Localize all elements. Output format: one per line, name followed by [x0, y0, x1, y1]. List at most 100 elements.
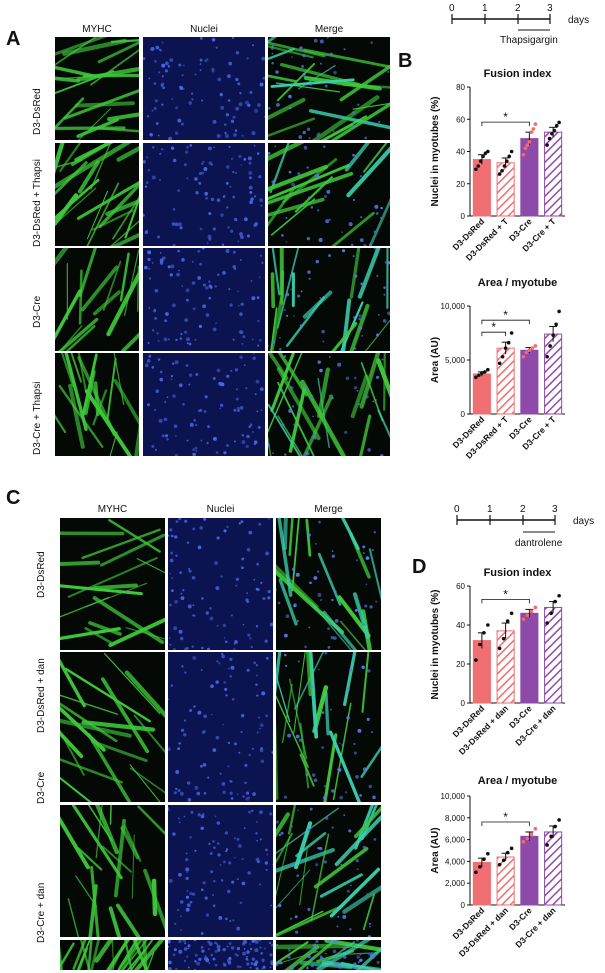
data-point: [478, 159, 483, 163]
micrograph-c-nuclei-3: [168, 805, 273, 937]
timeline-unit: days: [573, 516, 594, 527]
row-label-a3: D3-Cre: [32, 295, 43, 328]
bar-4: [544, 333, 563, 415]
chart-title: Fusion index: [484, 567, 553, 579]
y-tick-label: 10,000: [441, 792, 466, 801]
data-point: [505, 619, 510, 623]
data-point: [552, 128, 557, 133]
bar-2: [496, 162, 515, 217]
data-point: [507, 154, 512, 159]
data-point: [483, 370, 487, 374]
tick-label-1: 1: [482, 3, 488, 14]
data-point: [527, 140, 532, 144]
data-point: [521, 839, 526, 844]
micrograph-a-merge-4: [268, 353, 390, 456]
data-point: [503, 346, 508, 350]
data-point: [486, 149, 490, 154]
row-label-c4: D3-Cre + dan: [36, 882, 47, 943]
micrograph-c-merge-1: [276, 518, 381, 650]
tick-label-0: 0: [449, 3, 455, 14]
col-label-merge-a: Merge: [314, 24, 344, 35]
y-axis-label: Area (AU): [430, 827, 441, 873]
row-label-a2: D3-DsRed + Thapsi: [32, 159, 43, 247]
y-tick-label: 2,000: [445, 879, 466, 888]
timeline-b: 0 1 2 3 days Thapsigargin: [449, 3, 589, 46]
data-point: [521, 152, 526, 157]
data-point: [476, 164, 481, 168]
bar-4: [544, 831, 563, 906]
chart-title: Fusion index: [484, 68, 553, 80]
bar-3: [520, 138, 539, 217]
data-point: [550, 131, 554, 136]
y-tick-label: 5,000: [445, 356, 466, 365]
significance-bracket: [481, 599, 530, 604]
bar-2: [496, 347, 515, 415]
micrograph-c-nuclei-2: [168, 652, 273, 802]
significance-bracket: [481, 319, 530, 325]
bar-1: [472, 373, 491, 415]
micrograph-c-myhc-2: [60, 652, 165, 802]
data-point: [557, 818, 561, 822]
data-point: [557, 593, 561, 598]
micrograph-c-nuclei-1: [168, 518, 273, 650]
significance-bracket: [481, 821, 530, 826]
data-point: [509, 149, 514, 154]
micrograph-c-myhc-1: [60, 518, 165, 650]
bar-3: [520, 612, 539, 704]
data-point: [525, 836, 530, 841]
panel-letter-c: C: [6, 487, 21, 509]
data-point: [500, 169, 504, 173]
data-point: [486, 623, 490, 627]
tick-label-2: 2: [515, 3, 521, 14]
row-label-c1: D3-DsRed: [36, 551, 47, 598]
data-point: [533, 122, 538, 126]
data-point: [524, 350, 529, 355]
panel-letter-a: A: [6, 28, 21, 50]
data-point: [509, 331, 514, 335]
data-point: [497, 172, 502, 176]
data-point: [533, 344, 538, 348]
micrograph-c-myhc-3: [60, 805, 165, 937]
data-point: [545, 143, 549, 147]
y-tick-label: 0: [461, 212, 466, 221]
panel-letter-b: B: [398, 50, 413, 72]
y-tick-label: 40: [456, 621, 465, 630]
y-tick-label: 8,000: [445, 814, 466, 823]
chart-fusion-index-b: Fusion index Nuclei in myotubes (%) 0 20 40 6…: [430, 68, 565, 263]
y-tick-label: 0: [461, 901, 466, 910]
y-axis-label: Nuclei in myotubes (%): [430, 589, 441, 699]
data-point: [521, 354, 526, 359]
data-point: [527, 348, 532, 353]
y-tick-label: 10,000: [441, 302, 466, 311]
data-point: [506, 340, 511, 345]
data-point: [486, 851, 490, 856]
y-tick-label: 4,000: [445, 857, 466, 866]
row-label-c3: D3-Cre: [36, 771, 47, 804]
treatment-label: dantrolene: [515, 538, 563, 549]
micrograph-c-merge-3: [276, 805, 381, 937]
row-label-a1: D3-DsRed: [32, 88, 43, 135]
significance-star: *: [503, 110, 508, 124]
bar-3: [520, 349, 539, 415]
data-point: [557, 309, 561, 314]
tick-label-2: 2: [520, 504, 526, 515]
data-point: [505, 159, 509, 163]
data-point: [501, 636, 506, 641]
data-point: [474, 167, 478, 172]
row-label-c2: D3-DsRed + dan: [36, 658, 47, 733]
chart-title: Area / myotube: [478, 775, 557, 787]
data-point: [553, 824, 557, 829]
y-axis-label: Area (AU): [430, 337, 441, 383]
col-label-myhc-c: MYHC: [97, 504, 128, 515]
col-label-merge-c: Merge: [314, 504, 343, 515]
micrograph-a-nuclei-2: [143, 143, 265, 246]
y-tick-label: 6,000: [445, 836, 466, 845]
y-tick-label: 60: [456, 115, 465, 124]
y-tick-label: 40: [456, 148, 465, 157]
micrograph-c-merge-4: [276, 940, 381, 970]
data-point: [497, 646, 502, 651]
data-point: [553, 599, 557, 604]
micrograph-a-nuclei-4: [143, 353, 265, 456]
y-tick-label: 80: [456, 83, 465, 92]
data-point: [497, 361, 502, 366]
